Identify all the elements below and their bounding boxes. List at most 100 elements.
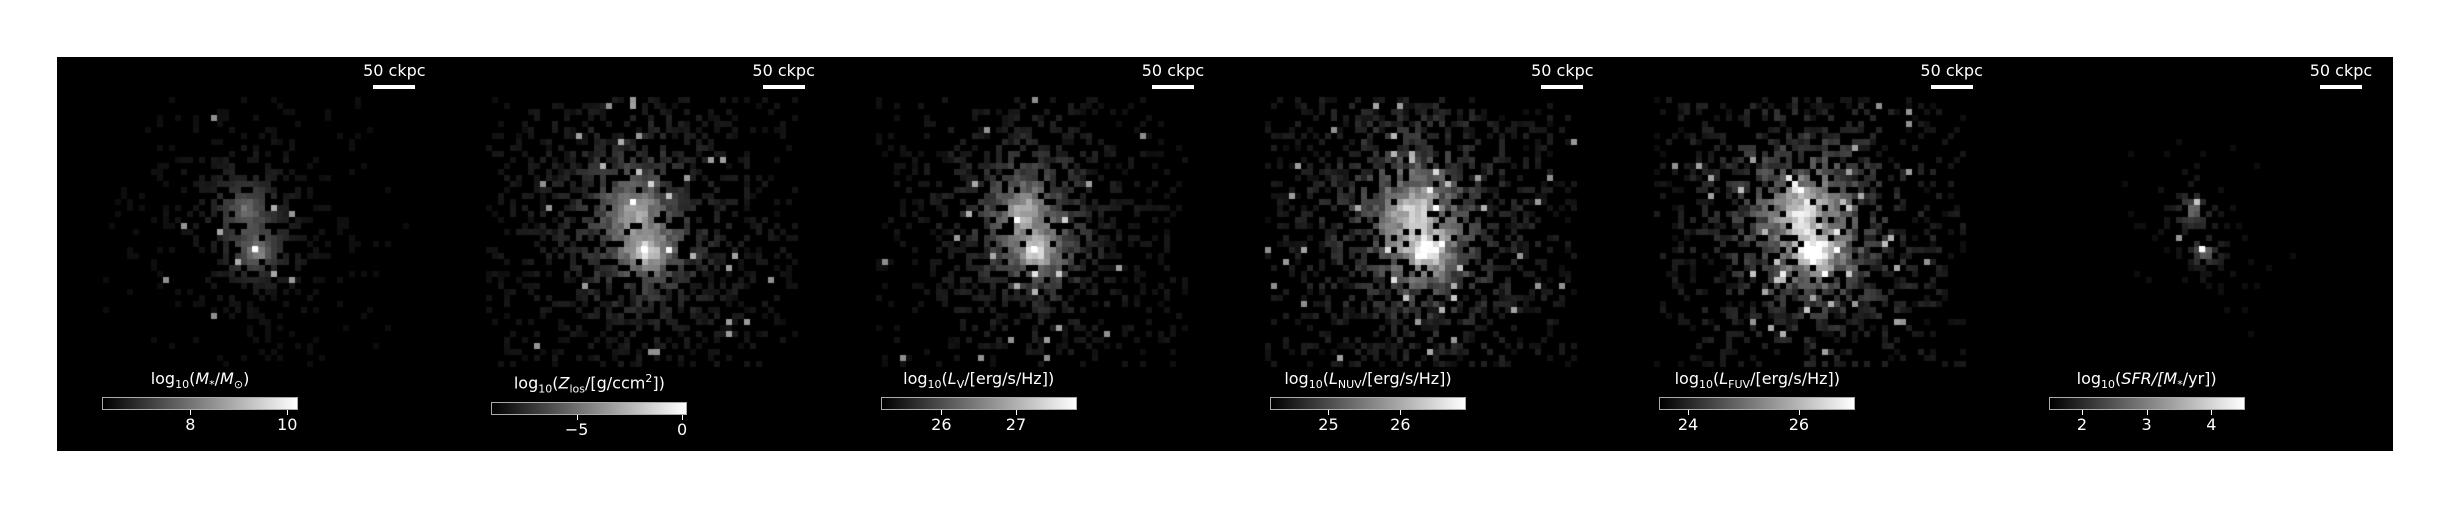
map-panel-stellar-mass: 50 ckpc log10(M*/M⊙) 8 10 — [57, 57, 447, 451]
colorbar-label-part: 10 — [2101, 378, 2116, 392]
colorbar-label-part: ( — [1712, 369, 1720, 388]
colorbar-tick-label: 4 — [2206, 415, 2217, 435]
colorbar-tick-label: 26 — [1390, 415, 1411, 435]
scale-bar: 50 ckpc — [2309, 61, 2373, 89]
map-panel-nuv-band: 50 ckpc log10(LNUV/[erg/s/Hz]) 25 26 — [1224, 57, 1615, 451]
colorbar-tick-label: 27 — [1005, 415, 1027, 435]
colorbar-tick — [190, 410, 192, 416]
colorbar-tick — [287, 410, 289, 416]
colorbar-tick — [1015, 410, 1017, 416]
colorbar: log10(LNUV/[erg/s/Hz]) 25 26 — [1269, 369, 1466, 434]
colorbar-label-part: /yr]) — [2182, 369, 2217, 388]
colorbar-tick — [1400, 410, 1402, 416]
colorbar-tick-label: 0 — [677, 419, 688, 439]
colorbar-label-part: 10 — [1308, 378, 1323, 392]
colorbar-tick-label: 10 — [277, 415, 298, 435]
colorbar-gradient: 26 27 — [880, 397, 1077, 434]
colorbar-label-part: [erg/s/Hz]) — [969, 369, 1055, 388]
colorbar-tick-label: 8 — [185, 415, 196, 435]
scale-bar-label: 50 ckpc — [752, 61, 815, 80]
colorbar-label-part: / — [214, 369, 221, 388]
colorbar-label-part: L — [947, 369, 957, 388]
scale-bar-line — [1541, 85, 1584, 89]
colorbar: log10(LFUV/[erg/s/Hz]) 24 26 — [1659, 369, 1856, 434]
map-panel-metallicity: 50 ckpc log10(Zlos/[g/ccm2]) −5 0 — [446, 57, 836, 451]
scale-bar-label: 50 ckpc — [363, 61, 426, 80]
colorbar-label-part: 10 — [538, 382, 553, 396]
colorbar-label-part: / — [1361, 369, 1368, 388]
colorbar-label-part: log — [150, 369, 176, 388]
colorbar-tick-label: 25 — [1318, 415, 1339, 435]
colorbar-label-part: ( — [941, 369, 948, 388]
colorbar-gradient: 2 3 4 — [2048, 397, 2245, 434]
scale-bar-label: 50 ckpc — [1141, 61, 1205, 80]
colorbar-label-part: ) — [243, 369, 250, 388]
colorbar-gradient: −5 0 — [491, 401, 688, 438]
colorbar-label: log10(LFUV/[erg/s/Hz]) — [1659, 369, 1855, 395]
colorbar-label-part: M — [220, 369, 234, 388]
colorbar-label-part: ⊙ — [233, 378, 244, 392]
scale-bar-line — [1151, 85, 1194, 89]
colorbar-tick — [682, 414, 684, 420]
colorbar-label-part: log — [1284, 369, 1309, 388]
scale-bar-line — [2319, 85, 2362, 89]
colorbar-tick-label: 26 — [931, 415, 952, 435]
scale-bar: 50 ckpc — [362, 61, 426, 89]
colorbar-label-part: ( — [552, 373, 559, 393]
colorbar-label-part: ( — [1322, 369, 1329, 388]
colorbar-label: log10(M*/M⊙) — [102, 369, 298, 395]
colorbar-label-part: SFR/[M — [2121, 369, 2178, 388]
colorbar-label-part: M — [195, 369, 210, 388]
image-strip: 50 ckpc log10(M*/M⊙) 8 10 50 ckpc log10(Z… — [57, 57, 2393, 451]
colorbar-label-part: V — [956, 378, 965, 392]
colorbar-label-part: log — [513, 373, 539, 393]
colorbar-tick — [1688, 410, 1690, 416]
colorbar-label: log10(SFR/[M*/yr]) — [2049, 369, 2245, 395]
pixel-map — [57, 57, 446, 451]
colorbar-label-part: * — [2177, 378, 2183, 392]
colorbar-label-part: [g/ccm — [590, 373, 646, 393]
colorbar-label-part: log — [903, 369, 928, 388]
colorbar-label-part: log — [1674, 369, 1699, 388]
colorbar-tick — [1798, 410, 1800, 416]
pixel-map — [1614, 57, 2004, 451]
colorbar-label-part: 10 — [175, 378, 190, 392]
colorbar-label-part: ( — [189, 369, 196, 388]
colorbar-label-part: los — [569, 382, 585, 396]
colorbar-label-part: L — [1719, 369, 1729, 388]
colorbar-tick — [576, 414, 578, 420]
colorbar-label-part: / — [1750, 369, 1756, 388]
colorbar-label-part: ( — [2115, 369, 2122, 388]
colorbar-label-part: [erg/s/Hz]) — [1367, 369, 1452, 388]
colorbar-label: log10(Zlos/[g/ccm2]) — [491, 369, 687, 400]
map-panel-fuv-band: 50 ckpc log10(LFUV/[erg/s/Hz]) 24 26 — [1614, 57, 2004, 451]
pixel-map — [2003, 57, 2393, 451]
colorbar-label: log10(LNUV/[erg/s/Hz]) — [1270, 369, 1466, 395]
pixel-map — [835, 57, 1225, 451]
colorbar-label: log10(LV/[erg/s/Hz]) — [881, 369, 1077, 395]
scale-bar-label: 50 ckpc — [1531, 61, 1594, 80]
scale-bar-label: 50 ckpc — [1920, 61, 1983, 80]
scale-bar-line — [373, 85, 416, 89]
colorbar-label-part: * — [209, 378, 215, 392]
colorbar-tick — [941, 410, 943, 416]
colorbar-label-part: NUV — [1337, 378, 1362, 392]
colorbar-label-part: ]) — [652, 373, 665, 393]
colorbar-tick-label: −5 — [564, 419, 589, 439]
colorbar: log10(M*/M⊙) 8 10 — [102, 369, 298, 434]
scale-bar: 50 ckpc — [1141, 61, 1205, 89]
scale-bar: 50 ckpc — [1530, 61, 1594, 89]
scale-bar: 50 ckpc — [1920, 61, 1984, 89]
colorbar-label-part: / — [964, 369, 970, 388]
colorbar-label-part: Z — [558, 373, 570, 393]
colorbar-gradient: 25 26 — [1269, 397, 1466, 434]
colorbar-tick-label: 26 — [1788, 415, 1810, 435]
colorbar-tick-label: 2 — [2076, 415, 2088, 435]
colorbar-tick — [2081, 410, 2083, 416]
colorbar-tick — [2146, 410, 2148, 416]
map-panel-sfr: 50 ckpc log10(SFR/[M*/yr]) 2 3 4 — [2003, 57, 2393, 451]
colorbar-tick-label: 24 — [1677, 415, 1699, 435]
colorbar-label-part: FUV — [1728, 378, 1751, 392]
scale-bar-line — [1930, 85, 1973, 89]
colorbar: log10(LV/[erg/s/Hz]) 26 27 — [880, 369, 1077, 434]
